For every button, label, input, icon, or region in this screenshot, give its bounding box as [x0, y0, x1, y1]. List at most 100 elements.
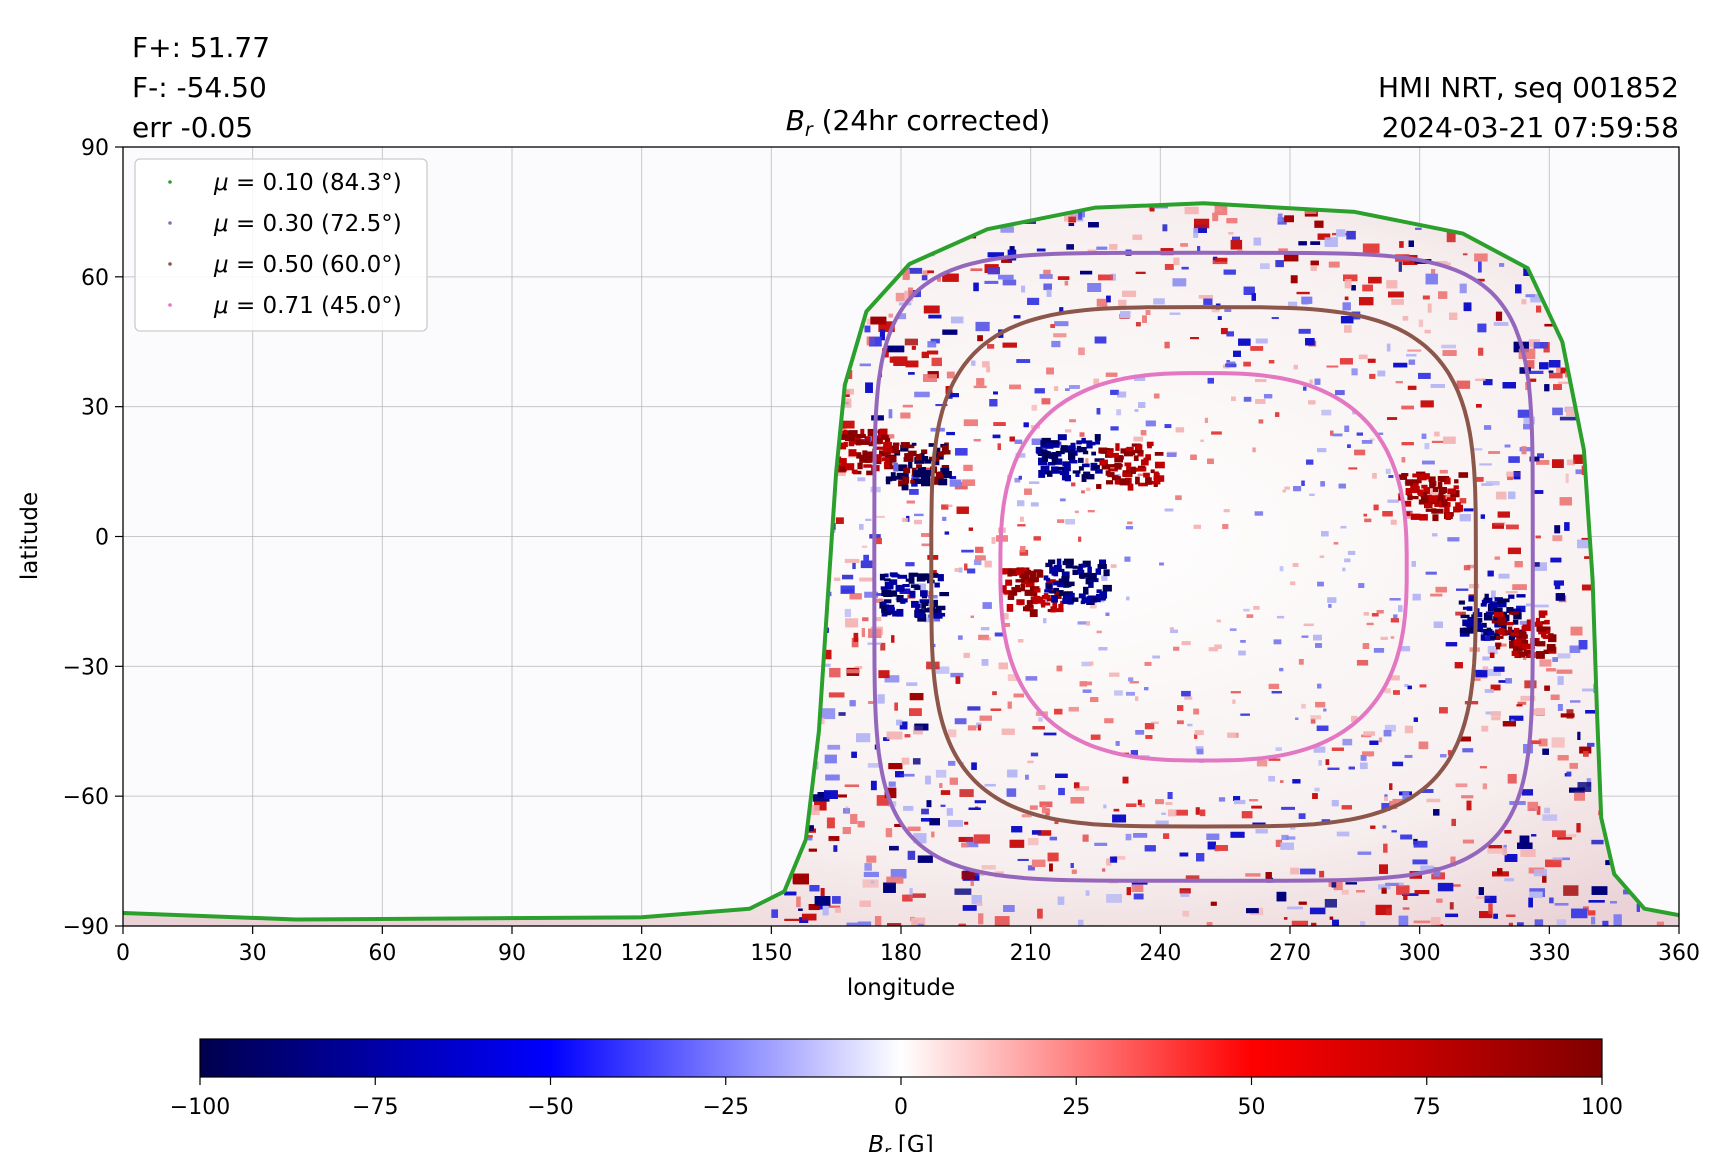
noise-pixel — [1187, 723, 1193, 727]
noise-pixel — [978, 913, 984, 925]
noise-pixel — [993, 391, 998, 395]
noise-pixel — [1678, 573, 1679, 581]
active-region-pixel — [1496, 598, 1505, 604]
active-region-pixel — [924, 459, 932, 464]
noise-pixel — [954, 568, 961, 572]
noise-pixel — [1356, 890, 1365, 893]
active-region-pixel — [923, 601, 929, 607]
active-region-pixel — [1034, 588, 1041, 593]
noise-pixel — [1402, 907, 1410, 910]
noise-pixel — [1317, 448, 1327, 453]
noise-pixel — [1181, 266, 1189, 270]
noise-pixel — [1519, 447, 1534, 452]
active-region-pixel — [900, 442, 910, 449]
active-region-pixel — [1083, 586, 1089, 595]
noise-pixel — [1451, 818, 1457, 827]
noise-pixel — [888, 313, 894, 318]
noise-pixel — [1077, 919, 1084, 926]
noise-pixel — [895, 719, 903, 726]
noise-pixel — [1028, 837, 1039, 846]
active-region-pixel — [1404, 500, 1412, 507]
noise-pixel — [1395, 381, 1403, 384]
noise-pixel — [1553, 384, 1562, 390]
noise-pixel — [1031, 830, 1042, 835]
noise-pixel — [1249, 799, 1259, 802]
noise-pixel — [1268, 360, 1275, 364]
noise-pixel — [1283, 252, 1299, 262]
noise-pixel — [1388, 475, 1394, 478]
noise-pixel — [1017, 858, 1029, 862]
noise-pixel — [1154, 393, 1160, 399]
noise-pixel — [1529, 456, 1540, 462]
noise-pixel — [1228, 232, 1234, 235]
noise-pixel — [1336, 229, 1346, 237]
noise-pixel — [1173, 257, 1180, 266]
noise-pixel — [888, 781, 896, 787]
noise-pixel — [1381, 802, 1391, 811]
noise-pixel — [1507, 475, 1514, 481]
noise-pixel — [1408, 359, 1416, 365]
active-region-pixel — [1535, 651, 1545, 659]
noise-pixel — [1254, 511, 1264, 516]
noise-pixel — [973, 834, 990, 844]
noise-pixel — [1557, 653, 1571, 659]
noise-pixel — [1226, 331, 1234, 337]
noise-pixel — [1293, 364, 1298, 370]
active-region-pixel — [1061, 571, 1070, 579]
noise-pixel — [1488, 451, 1500, 454]
noise-pixel — [1351, 715, 1358, 722]
noise-pixel — [925, 775, 931, 785]
noise-pixel — [1125, 526, 1134, 530]
active-region-pixel — [1095, 568, 1102, 575]
noise-pixel — [862, 879, 879, 888]
noise-pixel — [1082, 689, 1092, 693]
active-region-pixel — [1134, 450, 1144, 454]
active-region-pixel — [1103, 569, 1110, 577]
noise-pixel — [1491, 716, 1501, 721]
active-region-pixel — [1052, 467, 1062, 471]
active-region-pixel — [1003, 590, 1011, 595]
noise-pixel — [1506, 914, 1516, 917]
noise-pixel — [1369, 373, 1376, 379]
active-region-pixel — [1007, 568, 1013, 577]
noise-pixel — [1255, 399, 1266, 404]
noise-pixel — [1144, 686, 1149, 691]
noise-pixel — [841, 420, 855, 429]
noise-pixel — [1031, 438, 1044, 445]
noise-pixel — [1078, 347, 1085, 356]
active-region-pixel — [1029, 570, 1037, 578]
noise-pixel — [1332, 433, 1343, 437]
noise-pixel — [1238, 650, 1246, 656]
noise-pixel — [1459, 498, 1467, 504]
noise-pixel — [1317, 683, 1322, 689]
active-region-pixel — [1025, 579, 1035, 588]
noise-pixel — [1199, 809, 1206, 817]
noise-pixel — [1495, 311, 1503, 321]
active-region-pixel — [1465, 622, 1472, 627]
noise-pixel — [1145, 420, 1156, 427]
noise-pixel — [986, 344, 995, 349]
active-region-pixel — [1407, 495, 1413, 501]
noise-pixel — [1443, 436, 1456, 444]
active-region-pixel — [1005, 579, 1013, 586]
noise-pixel — [914, 513, 924, 517]
noise-pixel — [829, 667, 841, 678]
noise-pixel — [1200, 439, 1204, 442]
active-region-pixel — [1439, 487, 1448, 494]
active-region-pixel — [1506, 621, 1514, 626]
noise-pixel — [793, 873, 809, 885]
noise-pixel — [1115, 741, 1120, 746]
noise-pixel — [1110, 564, 1117, 568]
noise-pixel — [962, 905, 977, 911]
noise-pixel — [958, 923, 966, 926]
noise-pixel — [1208, 647, 1218, 652]
active-region-pixel — [1130, 466, 1136, 474]
noise-pixel — [814, 801, 827, 811]
noise-pixel — [961, 842, 969, 848]
noise-pixel — [1348, 766, 1355, 770]
noise-pixel — [1414, 890, 1430, 895]
noise-pixel — [1291, 920, 1308, 926]
active-region-pixel — [1445, 502, 1451, 508]
noise-pixel — [923, 305, 940, 314]
noise-pixel — [1252, 447, 1256, 453]
